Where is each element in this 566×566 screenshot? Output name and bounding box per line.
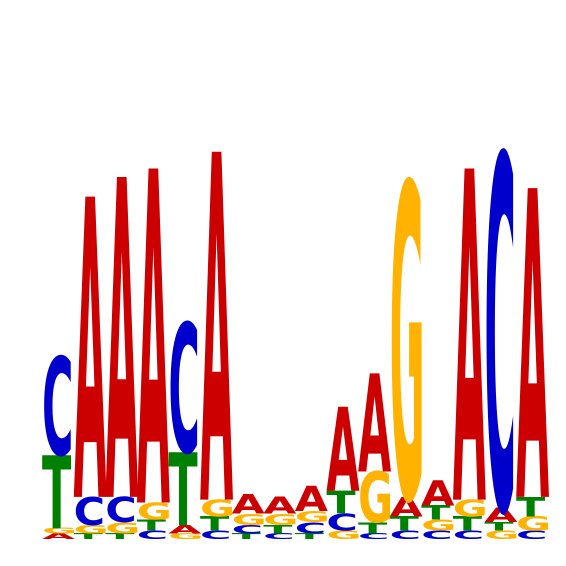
logo-letter-T-pos13: T <box>421 501 451 524</box>
logo-letter-A-pos11: A <box>358 346 391 504</box>
logo-letter-T-pos6: T <box>200 513 230 536</box>
logo-letter-C-pos8: C <box>263 532 294 541</box>
logo-letter-G-pos6: G <box>200 496 235 523</box>
logo-letter-A-pos9: A <box>295 480 328 520</box>
logo-letter-T-pos2: T <box>74 532 103 541</box>
logo-letter-T-pos10: T <box>326 485 356 521</box>
logo-letter-T-pos9: T <box>295 532 324 541</box>
logo-letter-G-pos15: G <box>484 529 519 542</box>
logo-letter-A-pos6: A <box>200 56 233 566</box>
logo-letter-T-pos8: T <box>263 523 293 536</box>
logo-letter-C-pos4: C <box>137 529 168 542</box>
logo-letter-G-pos9: G <box>295 508 330 526</box>
logo-letter-C-pos13: C <box>421 529 452 542</box>
logo-letter-C-pos7: C <box>232 523 263 536</box>
logo-letter-A-pos4: A <box>137 77 170 566</box>
logo-letter-G-pos2: G <box>74 523 109 536</box>
logo-letter-T-pos11: T <box>358 519 387 537</box>
logo-letter-G-pos12: G <box>390 99 425 566</box>
logo-letter-T-pos15: T <box>484 520 514 533</box>
logo-letter-G-pos7: G <box>232 511 267 529</box>
logo-letter-T-pos4: T <box>137 516 166 534</box>
logo-letter-C-pos14: C <box>453 529 484 542</box>
logo-stacks: AGTCTGCATGCACTGAGATCCTGATCGACTGATCGAGCTA… <box>42 56 551 566</box>
logo-letter-A-pos13: A <box>421 474 454 514</box>
logo-letter-A-pos8: A <box>263 493 297 520</box>
logo-letter-G-pos8: G <box>263 511 298 529</box>
logo-letter-T-pos1: T <box>42 437 72 553</box>
logo-letter-A-pos2: A <box>74 116 107 566</box>
logo-letter-C-pos2: C <box>74 489 105 534</box>
logo-letter-G-pos4: G <box>137 499 172 526</box>
logo-letter-C-pos10: C <box>326 510 357 537</box>
logo-letter-C-pos11: C <box>358 532 389 541</box>
logo-letter-C-pos5: C <box>168 288 199 494</box>
logo-letter-T-pos16: T <box>516 492 546 523</box>
logo-letter-G-pos3: G <box>105 519 140 537</box>
logo-letter-C-pos1: C <box>42 329 73 487</box>
logo-letter-A-pos10: A <box>326 384 359 519</box>
logo-letter-A-pos14: A <box>453 80 486 566</box>
logo-letter-A-pos16: A <box>516 104 549 566</box>
logo-letter-T-pos3: T <box>105 532 134 541</box>
logo-letter-A-pos3: A <box>105 90 138 566</box>
logo-letter-C-pos15: C <box>484 59 515 566</box>
logo-letter-G-pos10: G <box>326 529 361 542</box>
logo-letter-T-pos5: T <box>168 434 198 550</box>
logo-letter-T-pos7: T <box>232 532 261 541</box>
logo-letter-A-pos1: A <box>42 532 75 541</box>
logo-letter-C-pos3: C <box>105 491 136 531</box>
logo-letter-C-pos9: C <box>295 519 326 537</box>
logo-letter-C-pos12: C <box>390 529 421 542</box>
logo-letter-G-pos5: G <box>168 532 203 541</box>
logo-letter-T-pos12: T <box>390 513 420 536</box>
logo-letter-T-pos14: T <box>453 513 483 536</box>
logo-letter-G-pos13: G <box>421 516 456 534</box>
logo-letter-A-pos15: A <box>484 504 518 527</box>
logo-letter-G-pos11: G <box>358 458 393 539</box>
logo-letter-A-pos12: A <box>390 492 424 523</box>
logo-letter-C-pos6: C <box>200 529 231 542</box>
logo-letter-A-pos7: A <box>232 490 266 521</box>
logo-letter-C-pos16: C <box>516 529 547 542</box>
logo-letter-G-pos1: G <box>42 526 77 535</box>
logo-letter-G-pos14: G <box>453 496 488 523</box>
logo-letter-G-pos16: G <box>516 513 551 536</box>
logo-letter-A-pos5: A <box>168 523 202 536</box>
